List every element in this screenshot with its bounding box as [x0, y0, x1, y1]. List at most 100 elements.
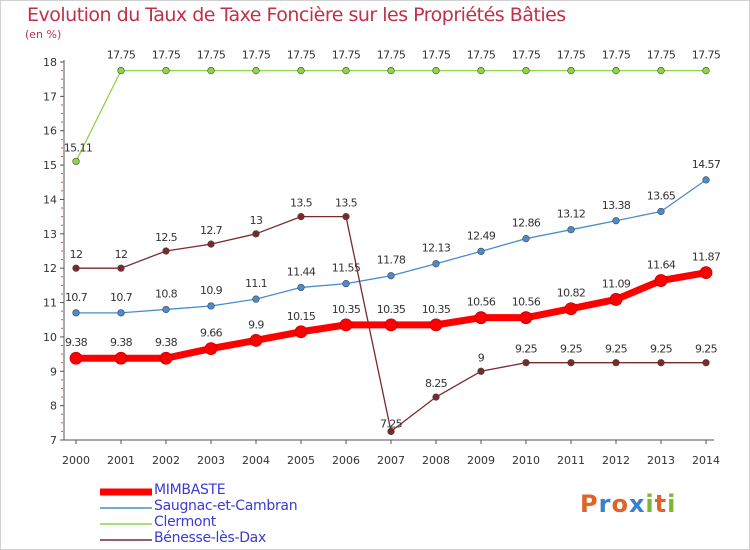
y-tick-label: 14 — [43, 193, 57, 206]
data-label: 10.35 — [422, 303, 451, 316]
data-point — [117, 66, 125, 75]
data-label: 10.35 — [377, 303, 406, 316]
data-label: 9.66 — [200, 327, 223, 340]
logo-letter: r — [598, 490, 612, 518]
data-point — [339, 318, 353, 332]
chart-title: Evolution du Taux de Taxe Foncière sur l… — [27, 4, 566, 26]
data-label: 9.25 — [695, 343, 718, 356]
data-label: 12.7 — [200, 224, 223, 237]
data-point — [249, 333, 263, 347]
data-point — [699, 266, 713, 280]
data-point — [564, 302, 578, 316]
data-label: 11.55 — [332, 262, 361, 275]
data-point — [612, 359, 620, 367]
data-label: 12.49 — [467, 229, 496, 242]
x-tick-label: 2007 — [377, 454, 405, 467]
data-point — [522, 235, 530, 243]
y-tick-label: 11 — [43, 297, 57, 310]
data-label: 17.75 — [332, 49, 361, 62]
data-point — [567, 226, 575, 234]
data-label: 12 — [70, 248, 83, 261]
data-label: 9.38 — [155, 336, 178, 349]
legend-label: Clermont — [154, 514, 216, 530]
data-point — [162, 247, 170, 255]
data-label: 17.75 — [422, 49, 451, 62]
data-point — [252, 230, 260, 238]
data-label: 9.25 — [515, 343, 538, 356]
data-label: 10.9 — [200, 284, 223, 297]
data-label: 10.8 — [155, 287, 178, 300]
data-point — [657, 207, 665, 216]
x-tick-label: 2011 — [557, 454, 585, 467]
data-label: 10.56 — [467, 296, 496, 309]
data-label: 10.56 — [512, 296, 541, 309]
data-label: 9 — [478, 351, 485, 364]
data-point — [387, 272, 395, 280]
data-point — [474, 311, 488, 325]
data-label: 11.1 — [245, 277, 267, 290]
data-label: 17.75 — [287, 49, 316, 62]
data-label: 14.57 — [692, 158, 721, 171]
data-point — [114, 351, 128, 365]
y-tick-label: 17 — [43, 90, 57, 103]
data-label: 17.75 — [107, 49, 136, 62]
x-tick-label: 2013 — [647, 454, 675, 467]
data-label: 17.75 — [647, 49, 676, 62]
data-label: 17.75 — [512, 49, 541, 62]
x-tick-label: 2001 — [107, 454, 135, 467]
data-label: 12.86 — [512, 217, 541, 230]
data-point — [252, 66, 260, 75]
data-point — [297, 66, 305, 75]
data-label: 12 — [115, 248, 128, 261]
y-tick-label: 16 — [43, 125, 57, 138]
data-point — [519, 311, 533, 325]
data-label: 10.35 — [332, 303, 361, 316]
data-point — [342, 280, 350, 288]
data-point — [657, 359, 665, 367]
data-label: 12.5 — [155, 231, 178, 244]
x-tick-label: 2014 — [692, 454, 720, 467]
x-tick-label: 2009 — [467, 454, 495, 467]
data-point — [609, 293, 623, 306]
legend-label: MIMBASTE — [154, 482, 226, 498]
series-line-2 — [75, 69, 707, 162]
data-point — [702, 359, 710, 367]
data-label: 13 — [250, 214, 263, 227]
data-label: 10.7 — [110, 291, 133, 304]
data-point — [612, 66, 620, 75]
y-axis-unit: (en %) — [25, 28, 62, 41]
data-point — [117, 264, 125, 272]
data-point — [207, 66, 215, 75]
y-tick-label: 7 — [50, 434, 57, 447]
data-label: 13.5 — [335, 197, 358, 210]
data-point — [162, 66, 170, 75]
data-point — [297, 283, 305, 292]
data-label: 9.25 — [605, 343, 628, 356]
y-tick-label: 9 — [50, 365, 57, 378]
x-tick-label: 2008 — [422, 454, 450, 467]
data-label: 17.75 — [377, 49, 406, 62]
data-point — [384, 318, 398, 332]
data-label: 17.75 — [692, 49, 721, 62]
y-tick-label: 18 — [43, 56, 57, 69]
data-label: 9.38 — [110, 336, 133, 349]
y-tick-label: 15 — [43, 159, 57, 172]
data-point — [72, 309, 80, 317]
data-label: 8.25 — [425, 377, 448, 390]
data-point — [477, 66, 485, 75]
data-point — [294, 325, 308, 339]
x-tick-label: 2012 — [602, 454, 630, 467]
data-point — [204, 342, 218, 355]
data-point — [612, 217, 620, 225]
data-label: 11.44 — [287, 265, 316, 278]
data-point — [522, 66, 530, 75]
x-tick-label: 2010 — [512, 454, 540, 467]
logo-letter: P — [580, 490, 599, 518]
data-point — [477, 367, 485, 375]
data-point — [657, 66, 665, 75]
logo-letter: o — [611, 490, 629, 518]
data-point — [72, 157, 80, 165]
data-point — [432, 393, 440, 401]
data-label: 11.78 — [377, 254, 406, 267]
